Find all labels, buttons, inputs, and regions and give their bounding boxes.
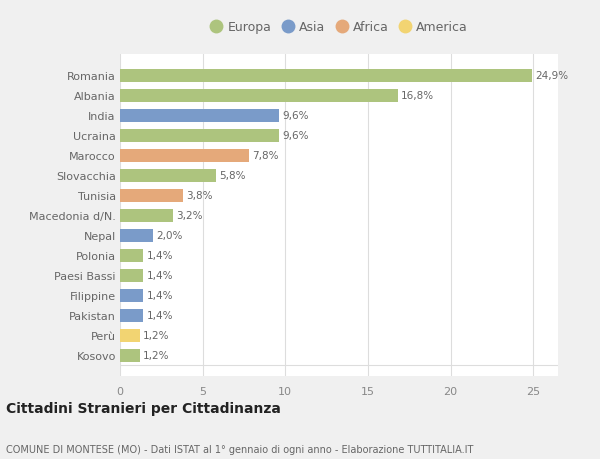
Bar xyxy=(120,209,173,222)
Bar xyxy=(120,269,143,282)
Bar xyxy=(120,249,143,262)
Text: 24,9%: 24,9% xyxy=(535,71,568,81)
Bar xyxy=(120,229,153,242)
Text: 1,4%: 1,4% xyxy=(146,310,173,320)
Text: Cittadini Stranieri per Cittadinanza: Cittadini Stranieri per Cittadinanza xyxy=(6,402,281,415)
Text: COMUNE DI MONTESE (MO) - Dati ISTAT al 1° gennaio di ogni anno - Elaborazione TU: COMUNE DI MONTESE (MO) - Dati ISTAT al 1… xyxy=(6,444,473,454)
Text: 1,4%: 1,4% xyxy=(146,270,173,280)
Bar xyxy=(120,189,183,202)
Text: 1,2%: 1,2% xyxy=(143,330,170,340)
Bar xyxy=(120,110,278,123)
Bar xyxy=(120,349,140,362)
Text: 9,6%: 9,6% xyxy=(282,131,308,141)
Bar xyxy=(120,150,249,162)
Bar xyxy=(120,169,216,182)
Bar xyxy=(120,129,278,142)
Text: 1,4%: 1,4% xyxy=(146,251,173,261)
Bar xyxy=(120,90,398,102)
Bar xyxy=(120,309,143,322)
Text: 3,8%: 3,8% xyxy=(186,191,212,201)
Text: 16,8%: 16,8% xyxy=(401,91,434,101)
Text: 3,2%: 3,2% xyxy=(176,211,203,221)
Bar xyxy=(120,329,140,342)
Text: 1,4%: 1,4% xyxy=(146,291,173,301)
Bar xyxy=(120,70,532,83)
Text: 7,8%: 7,8% xyxy=(252,151,279,161)
Text: 9,6%: 9,6% xyxy=(282,111,308,121)
Text: 1,2%: 1,2% xyxy=(143,350,170,360)
Legend: Europa, Asia, Africa, America: Europa, Asia, Africa, America xyxy=(205,17,473,39)
Text: 5,8%: 5,8% xyxy=(219,171,245,181)
Text: 2,0%: 2,0% xyxy=(157,231,183,241)
Bar xyxy=(120,289,143,302)
